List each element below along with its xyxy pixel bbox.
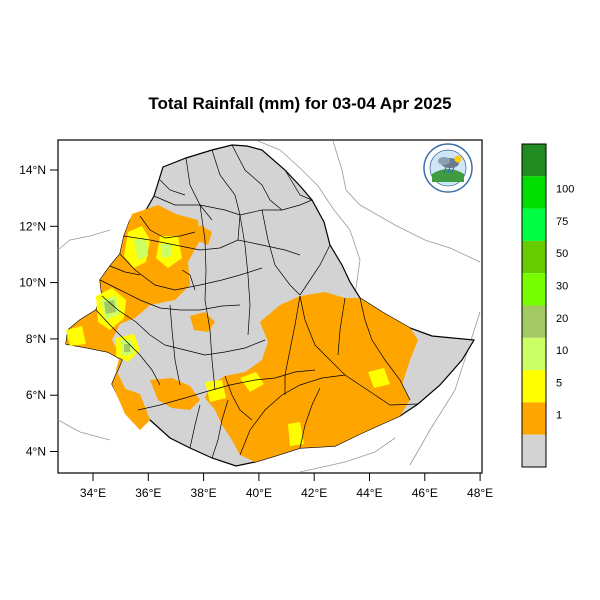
- latitude-axis: 14°N 12°N 10°N 8°N 6°N 4°N: [19, 163, 58, 459]
- longitude-axis: 34°E 36°E 38°E 40°E 42°E 44°E 46°E 48°E: [80, 473, 493, 500]
- legend-swatch: [522, 240, 546, 274]
- legend-label: 50: [556, 248, 568, 260]
- legend-swatch: [522, 176, 546, 209]
- legend-label: 30: [556, 281, 568, 293]
- rainfall-legend: 100 75 50 30 20 10 5 1: [521, 143, 574, 468]
- lon-tick-label: 38°E: [191, 486, 217, 500]
- legend-swatch: [522, 305, 546, 338]
- lon-tick-label: 40°E: [246, 486, 272, 500]
- lat-tick-label: 8°N: [26, 332, 46, 346]
- legend-swatch: [522, 434, 546, 467]
- lon-tick-label: 34°E: [80, 486, 106, 500]
- legend-frame: [521, 143, 547, 468]
- legend-swatch: [522, 337, 546, 371]
- lon-tick-label: 36°E: [135, 486, 161, 500]
- lon-tick-label: 44°E: [356, 486, 382, 500]
- legend-label: 75: [556, 216, 568, 228]
- lat-tick-label: 12°N: [19, 219, 46, 233]
- admin-borders: [95, 144, 419, 459]
- lon-tick-label: 46°E: [412, 486, 438, 500]
- legend-swatch: [522, 144, 546, 177]
- legend-label: 20: [556, 313, 568, 325]
- legend-label: 5: [556, 377, 562, 389]
- legend-swatch: [522, 402, 546, 435]
- legend-swatch: [522, 208, 546, 241]
- legend-swatch: [522, 273, 546, 306]
- lon-tick-label: 48°E: [467, 486, 493, 500]
- lat-tick-label: 14°N: [19, 163, 46, 177]
- agency-logo: [423, 143, 473, 193]
- map-title: Total Rainfall (mm) for 03-04 Apr 2025: [148, 94, 452, 113]
- legend-label: 100: [556, 184, 574, 196]
- legend-swatch: [522, 370, 546, 403]
- lon-tick-label: 42°E: [301, 486, 327, 500]
- lat-tick-label: 4°N: [26, 445, 46, 459]
- legend-label: 10: [556, 345, 568, 357]
- lat-tick-label: 6°N: [26, 388, 46, 402]
- lat-tick-label: 10°N: [19, 276, 46, 290]
- legend-label: 1: [556, 410, 562, 422]
- rainfall-20-30mm: [104, 300, 130, 352]
